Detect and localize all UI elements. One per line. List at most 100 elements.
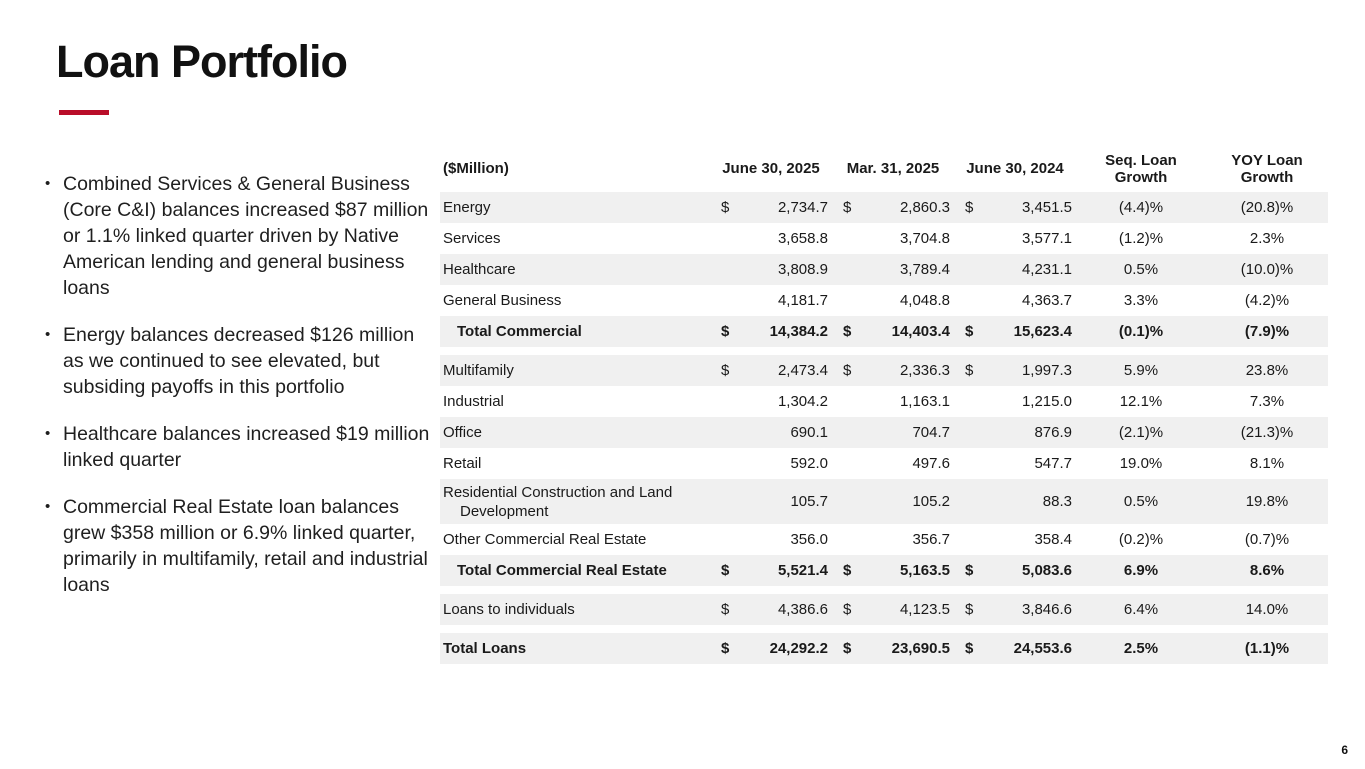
amount-value: 2,336.3 bbox=[857, 355, 954, 386]
table-row: Total Commercial $14,384.2 $14,403.4 $15,62… bbox=[440, 316, 1328, 347]
table-row: Loans to individuals $4,386.6 $4,123.5 $3,8… bbox=[440, 594, 1328, 625]
table-header-col-yoy-growth: YOY Loan Growth bbox=[1206, 145, 1328, 192]
dollar-sign: $ bbox=[954, 594, 979, 625]
dollar-sign bbox=[954, 448, 979, 479]
row-label: Residential Construction and Land Develo… bbox=[440, 479, 710, 524]
row-label: Total Commercial bbox=[440, 316, 710, 347]
section-gap-cell bbox=[440, 586, 1328, 594]
dollar-sign: $ bbox=[710, 594, 735, 625]
row-label: Other Commercial Real Estate bbox=[443, 531, 647, 548]
amount-value: 1,997.3 bbox=[979, 355, 1076, 386]
row-label: Loans to individuals bbox=[440, 594, 710, 625]
dollar-sign bbox=[710, 285, 735, 316]
amount-value: 592.0 bbox=[790, 455, 828, 472]
amount-value: 24,553.6 bbox=[979, 633, 1076, 664]
amount-value: 5,083.6 bbox=[979, 555, 1076, 586]
dollar-sign: $ bbox=[832, 594, 857, 625]
growth-value: 6.4% bbox=[1076, 594, 1206, 625]
dollar-sign: $ bbox=[954, 192, 979, 223]
row-label: Energy bbox=[440, 192, 710, 223]
table-row: Other Commercial Real Estate 356.0 356.7 35… bbox=[440, 524, 1328, 555]
amount-value: 3,658.8 bbox=[777, 230, 828, 247]
row-label: Retail bbox=[443, 455, 482, 472]
growth-value: (0.2)% bbox=[1118, 531, 1164, 548]
table-row: Retail 592.0 497.6 547.7 19.0% 8.1% bbox=[440, 448, 1328, 479]
amount-value: 4,386.6 bbox=[735, 594, 832, 625]
amount-value: 3,846.6 bbox=[979, 594, 1076, 625]
dollar-sign bbox=[954, 223, 979, 254]
amount-value: 4,231.1 bbox=[979, 254, 1076, 285]
page-title: Loan Portfolio bbox=[56, 36, 348, 87]
dollar-sign bbox=[954, 254, 979, 285]
amount-value: 1,215.0 bbox=[1021, 393, 1072, 410]
table-row: Services 3,658.8 3,704.8 3,577.1 (1.2)% 2.3% bbox=[440, 223, 1328, 254]
growth-value: (7.9)% bbox=[1206, 316, 1328, 347]
dollar-sign bbox=[710, 254, 735, 285]
amount-value: 4,181.7 bbox=[777, 292, 828, 309]
dollar-sign: $ bbox=[954, 316, 979, 347]
table-row: Residential Construction and Land Develo… bbox=[440, 479, 1328, 524]
growth-value: 2.3% bbox=[1249, 230, 1285, 247]
amount-value: 15,623.4 bbox=[979, 316, 1076, 347]
growth-value: 19.8% bbox=[1206, 479, 1328, 524]
section-gap bbox=[440, 586, 1328, 594]
amount-value: 14,403.4 bbox=[857, 316, 954, 347]
table-header-row: ($Million) June 30, 2025 Mar. 31, 2025 J… bbox=[440, 145, 1328, 192]
dollar-sign bbox=[954, 417, 979, 448]
dollar-sign: $ bbox=[954, 633, 979, 664]
table-row: Total Loans $24,292.2 $23,690.5 $24,553.6 2.… bbox=[440, 633, 1328, 664]
amount-value: 1,304.2 bbox=[777, 393, 828, 410]
growth-value: 5.9% bbox=[1076, 355, 1206, 386]
table-header-col-mar-2025: Mar. 31, 2025 bbox=[832, 145, 954, 192]
amount-value: 3,451.5 bbox=[979, 192, 1076, 223]
growth-value: 3.3% bbox=[1123, 292, 1159, 309]
row-label: Multifamily bbox=[440, 355, 710, 386]
table-row: Energy $2,734.7 $2,860.3 $3,451.5 (4.4)% (20.… bbox=[440, 192, 1328, 223]
growth-value: (1.2)% bbox=[1118, 230, 1164, 247]
table-row: General Business 4,181.7 4,048.8 4,363.7 3.3… bbox=[440, 285, 1328, 316]
amount-value: 876.9 bbox=[979, 417, 1076, 448]
amount-value: 2,473.4 bbox=[735, 355, 832, 386]
amount-value: 704.7 bbox=[857, 417, 954, 448]
amount-value: 4,363.7 bbox=[1021, 292, 1072, 309]
amount-value: 547.7 bbox=[1034, 455, 1072, 472]
amount-value: 3,808.9 bbox=[735, 254, 832, 285]
dollar-sign: $ bbox=[710, 633, 735, 664]
dollar-sign: $ bbox=[832, 316, 857, 347]
amount-value: 105.7 bbox=[735, 479, 832, 524]
amount-value: 1,163.1 bbox=[899, 393, 950, 410]
amount-value: 690.1 bbox=[735, 417, 832, 448]
table-row: Office 690.1 704.7 876.9 (2.1)% (21.3)% bbox=[440, 417, 1328, 448]
loan-table-body: Energy $2,734.7 $2,860.3 $3,451.5 (4.4)% (20.… bbox=[440, 192, 1328, 664]
row-label: Total Loans bbox=[440, 633, 710, 664]
growth-value: 0.5% bbox=[1076, 254, 1206, 285]
growth-value: 19.0% bbox=[1119, 455, 1163, 472]
dollar-sign bbox=[954, 479, 979, 524]
loan-portfolio-table: ($Million) June 30, 2025 Mar. 31, 2025 J… bbox=[440, 145, 1328, 664]
amount-value: 14,384.2 bbox=[735, 316, 832, 347]
growth-value: (0.7)% bbox=[1244, 531, 1290, 548]
dollar-sign bbox=[832, 479, 857, 524]
amount-value: 356.0 bbox=[790, 531, 828, 548]
amount-value: 358.4 bbox=[1034, 531, 1072, 548]
dollar-sign bbox=[832, 254, 857, 285]
dollar-sign bbox=[710, 448, 735, 479]
dollar-sign bbox=[832, 285, 857, 316]
growth-value: (10.0)% bbox=[1206, 254, 1328, 285]
growth-value: (4.4)% bbox=[1076, 192, 1206, 223]
growth-value: 23.8% bbox=[1206, 355, 1328, 386]
growth-value: (20.8)% bbox=[1206, 192, 1328, 223]
row-label: Office bbox=[440, 417, 710, 448]
dollar-sign: $ bbox=[832, 355, 857, 386]
amount-value: 4,123.5 bbox=[857, 594, 954, 625]
title-accent-bar bbox=[59, 110, 109, 115]
table-header-col-june-2025: June 30, 2025 bbox=[710, 145, 832, 192]
growth-value: (21.3)% bbox=[1206, 417, 1328, 448]
dollar-sign bbox=[832, 417, 857, 448]
dollar-sign: $ bbox=[710, 192, 735, 223]
growth-value: (2.1)% bbox=[1076, 417, 1206, 448]
amount-value: 5,521.4 bbox=[735, 555, 832, 586]
row-label: Industrial bbox=[443, 393, 504, 410]
dollar-sign bbox=[710, 386, 735, 417]
table-row: Multifamily $2,473.4 $2,336.3 $1,997.3 5.9% 2… bbox=[440, 355, 1328, 386]
